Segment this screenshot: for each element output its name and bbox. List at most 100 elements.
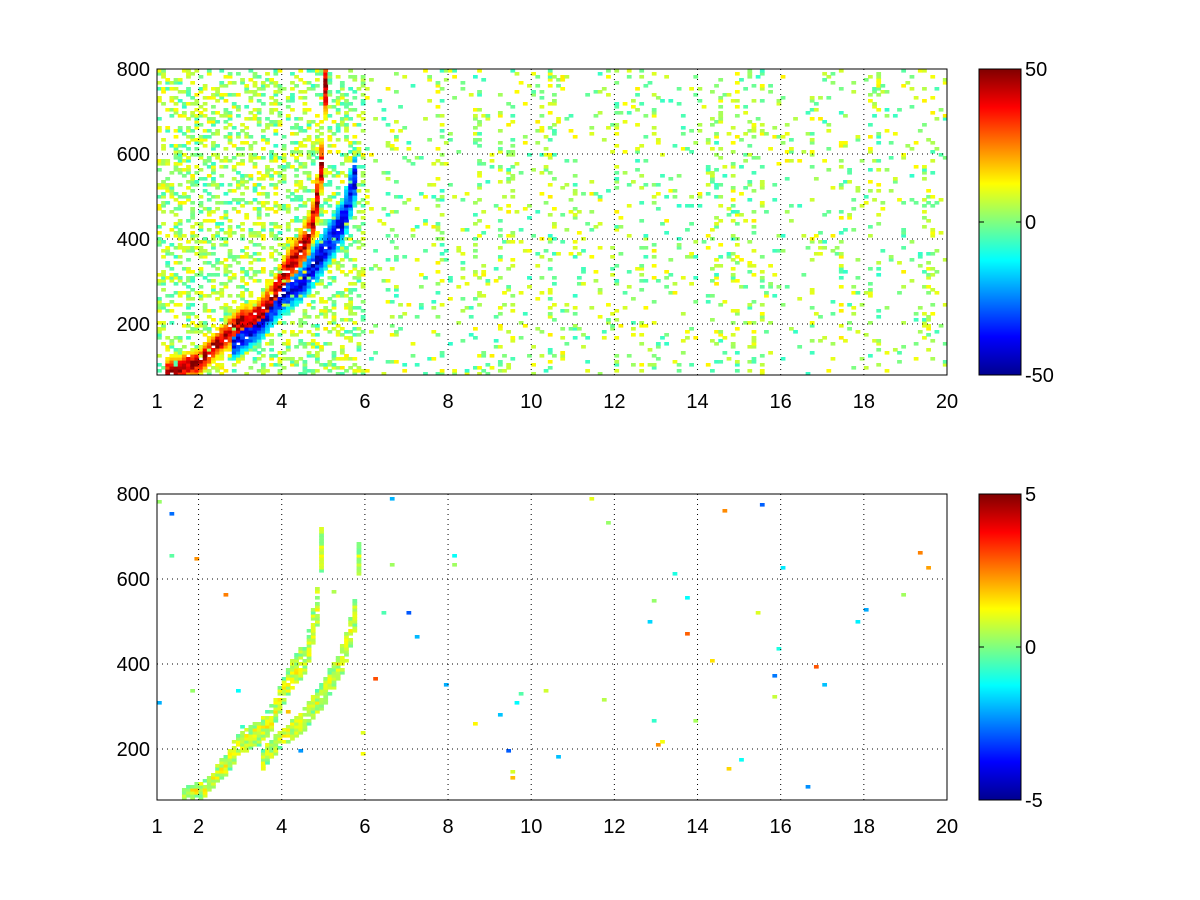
top-heatmap-cell <box>211 285 216 289</box>
top-heatmap-cell <box>527 84 532 88</box>
top-heatmap-cell <box>360 222 366 226</box>
top-heatmap-cell <box>294 252 299 256</box>
top-heatmap-cell <box>177 369 183 373</box>
top-heatmap-cell <box>198 201 204 205</box>
bot-heatmap-cell <box>331 590 337 594</box>
top-heatmap-cell <box>356 123 362 127</box>
top-heatmap-cell <box>888 258 894 262</box>
bot-heatmap-cell <box>348 641 354 645</box>
top-heatmap-cell <box>402 201 408 205</box>
top-heatmap-cell <box>202 261 208 265</box>
top-heatmap-cell <box>331 243 337 247</box>
top-heatmap-cell <box>157 354 162 358</box>
bot-heatmap-cell <box>285 725 291 729</box>
top-heatmap-cell <box>244 315 250 319</box>
top-heatmap-cell <box>339 204 345 208</box>
top-heatmap-cell <box>497 345 503 349</box>
top-heatmap-cell <box>223 333 229 337</box>
top-heatmap-cell <box>265 168 270 172</box>
top-heatmap-cell <box>277 363 283 367</box>
top-heatmap-cell <box>219 201 225 205</box>
top-heatmap-cell <box>177 294 183 298</box>
top-heatmap-cell <box>838 231 844 235</box>
top-heatmap-cell <box>880 84 886 88</box>
top-heatmap-cell <box>319 96 324 100</box>
top-heatmap-cell <box>651 366 657 370</box>
top-heatmap-cell <box>231 300 237 304</box>
top-heatmap-cell <box>169 360 175 364</box>
top-heatmap-cell <box>315 315 320 319</box>
top-heatmap-cell <box>647 348 653 352</box>
bot-heatmap-cell <box>269 704 275 708</box>
top-heatmap-cell <box>847 216 852 220</box>
top-heatmap-cell <box>319 210 324 214</box>
top-heatmap-cell <box>173 78 179 82</box>
bot-heatmap-cell <box>227 761 233 765</box>
top-heatmap-cell <box>269 333 275 337</box>
top-heatmap-cell <box>323 201 329 205</box>
top-heatmap-cell <box>198 324 204 328</box>
top-heatmap-cell <box>497 150 503 154</box>
top-heatmap-cell <box>926 261 931 265</box>
top-heatmap-cell <box>298 240 304 244</box>
top-heatmap-cell <box>157 333 162 337</box>
top-heatmap-cell <box>335 219 341 223</box>
top-heatmap-cell <box>360 204 366 208</box>
top-heatmap-cell <box>211 366 216 370</box>
top-heatmap-cell <box>751 99 757 103</box>
bot-heatmap-cell <box>169 554 175 558</box>
top-heatmap-cell <box>477 174 482 178</box>
top-heatmap-cell <box>227 270 233 274</box>
top-heatmap-cell <box>315 249 320 253</box>
top-heatmap-cell <box>917 306 923 310</box>
top-heatmap-cell <box>223 342 229 346</box>
top-heatmap-cell <box>323 306 329 310</box>
top-heatmap-cell <box>352 321 358 325</box>
top-heatmap-cell <box>585 336 591 340</box>
bot-heatmap-cell <box>215 776 220 780</box>
top-heatmap-cell <box>747 345 753 349</box>
top-heatmap-cell <box>452 75 457 79</box>
top-heatmap-cell <box>344 222 349 226</box>
top-heatmap-cell <box>161 222 166 226</box>
bot-heatmap-cell <box>223 773 229 777</box>
top-heatmap-cell <box>319 213 324 217</box>
top-heatmap-cell <box>344 198 349 202</box>
top-heatmap-cell <box>244 342 250 346</box>
top-heatmap-cell <box>244 105 250 109</box>
top-heatmap-cell <box>934 201 940 205</box>
top-heatmap-cell <box>269 297 275 301</box>
top-heatmap-cell <box>219 288 225 292</box>
top-heatmap-cell <box>248 117 254 121</box>
top-heatmap-cell <box>423 117 428 121</box>
top-heatmap-cell <box>157 162 162 166</box>
top-heatmap-cell <box>597 198 603 202</box>
bot-heatmap-cell <box>285 692 291 696</box>
top-heatmap-cell <box>298 285 304 289</box>
top-heatmap-cell <box>252 222 258 226</box>
top-y-tick-label: 200 <box>117 314 150 336</box>
top-heatmap-cell <box>157 168 162 172</box>
top-heatmap-cell <box>281 87 287 91</box>
top-heatmap-cell <box>339 243 345 247</box>
top-heatmap-cell <box>356 201 362 205</box>
top-heatmap-cell <box>190 234 196 238</box>
top-heatmap-cell <box>194 93 200 97</box>
top-heatmap-cell <box>552 99 557 103</box>
top-heatmap-cell <box>273 69 279 73</box>
top-heatmap-cell <box>352 204 358 208</box>
top-heatmap-cell <box>576 327 582 331</box>
top-heatmap-cell <box>277 276 283 280</box>
top-heatmap-cell <box>240 303 245 307</box>
top-heatmap-cell <box>285 105 291 109</box>
top-heatmap-cell <box>759 255 765 259</box>
top-heatmap-cell <box>240 222 245 226</box>
top-heatmap-cell <box>240 315 245 319</box>
top-heatmap-cell <box>281 306 287 310</box>
top-heatmap-cell <box>186 102 191 106</box>
top-heatmap-cell <box>389 129 395 133</box>
top-heatmap-cell <box>547 240 553 244</box>
top-heatmap-cell <box>913 141 919 145</box>
top-heatmap-cell <box>219 228 225 232</box>
bot-heatmap-cell <box>277 734 283 738</box>
